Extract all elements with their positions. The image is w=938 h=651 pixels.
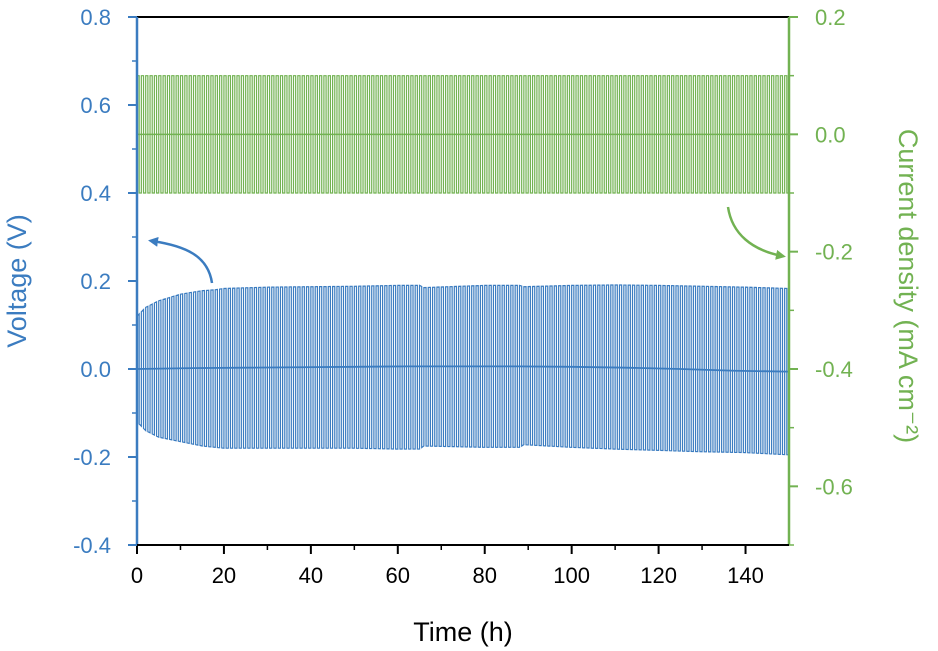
x-tick-label: 140	[727, 563, 764, 588]
left-axis-title: Voltage (V)	[2, 214, 32, 348]
right-axis-arrow-annotation	[726, 206, 786, 260]
left-tick-label: 0.8	[80, 5, 111, 30]
right-axis-ticks: -0.6 -0.4 -0.2 0.0 0.2	[789, 5, 853, 546]
right-tick-label: -0.2	[815, 240, 853, 265]
right-tick-label: 0.2	[815, 5, 846, 30]
left-axis-arrow-annotation	[148, 236, 214, 284]
left-tick-label: 0.4	[80, 181, 111, 206]
left-tick-label: 0.6	[80, 93, 111, 118]
voltage-midline	[137, 365, 789, 373]
x-tick-label: 120	[640, 563, 677, 588]
x-axis-title: Time (h)	[413, 617, 513, 647]
left-axis-ticks: -0.4 -0.2 0.0 0.2 0.4 0.6 0.8	[73, 5, 137, 558]
left-tick-label: 0.0	[80, 357, 111, 382]
x-tick-label: 60	[386, 563, 410, 588]
x-tick-label: 100	[553, 563, 590, 588]
voltage-series	[137, 284, 789, 456]
voltage-wave	[137, 284, 789, 456]
left-tick-label: 0.2	[80, 269, 111, 294]
x-tick-label: 40	[299, 563, 323, 588]
left-tick-label: -0.2	[73, 445, 111, 470]
current-density-wave	[137, 75, 789, 194]
plot-area	[137, 75, 789, 456]
x-tick-label: 20	[212, 563, 236, 588]
left-tick-label: -0.4	[73, 533, 111, 558]
right-tick-label: -0.4	[815, 357, 853, 382]
right-tick-label: 0.0	[815, 122, 846, 147]
right-tick-label: -0.6	[815, 474, 853, 499]
x-tick-label: 80	[472, 563, 496, 588]
x-axis-ticks: 0 20 40 60 80 100 120 140	[131, 545, 764, 588]
current-density-series	[137, 75, 789, 194]
right-axis-title: Current density (mA cm⁻²)	[893, 129, 923, 443]
x-tick-label: 0	[131, 563, 143, 588]
